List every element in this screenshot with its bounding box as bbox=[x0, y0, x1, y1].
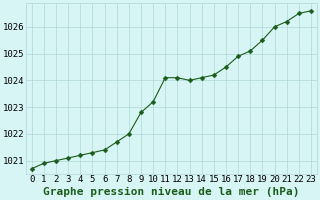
X-axis label: Graphe pression niveau de la mer (hPa): Graphe pression niveau de la mer (hPa) bbox=[43, 187, 300, 197]
